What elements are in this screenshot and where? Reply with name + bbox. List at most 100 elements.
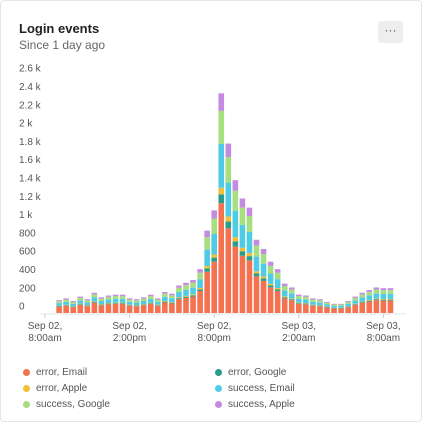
bar-segment	[162, 291, 168, 294]
bar-segment	[366, 295, 373, 300]
bar-segment	[225, 216, 232, 222]
bar-segment	[190, 296, 196, 313]
bar-segment	[260, 248, 267, 255]
legend-label: error, Email	[36, 367, 88, 378]
bar-segment	[296, 296, 302, 299]
bar-segment	[63, 298, 69, 300]
bar-segment	[133, 300, 140, 303]
bar-segment	[98, 304, 105, 306]
bar-segment	[133, 305, 140, 307]
bar-segment	[70, 303, 76, 307]
bar-segment	[338, 304, 344, 306]
bar-segment	[338, 308, 344, 313]
bar-segment	[303, 296, 309, 300]
bar-segment	[176, 297, 182, 299]
bar-segment	[310, 305, 316, 313]
bar-segment	[359, 302, 366, 303]
bar-segment	[303, 299, 309, 304]
bar-segment	[204, 271, 210, 313]
y-tick-label: 400	[19, 265, 36, 276]
bar-segment	[169, 293, 175, 296]
legend-swatch	[215, 401, 222, 408]
legend-item: success, Google	[23, 399, 110, 410]
bar-segment	[331, 308, 337, 313]
y-tick-label: 1.4 k	[19, 173, 42, 184]
bar-segment	[147, 294, 154, 297]
bar-segment	[373, 293, 380, 299]
bar-segment	[155, 299, 161, 302]
bar-segment	[211, 234, 217, 255]
bar-segment	[352, 304, 358, 305]
bar-segment	[281, 297, 288, 299]
legend-label: error, Google	[228, 367, 287, 378]
legend-swatch	[215, 385, 222, 392]
bar-segment	[155, 301, 161, 305]
x-tick-label: Sep 02, 2:00pm	[112, 321, 147, 344]
chart-subtitle: Since 1 day ago	[19, 38, 106, 52]
bar-segment	[288, 299, 295, 301]
bar-segment	[232, 241, 239, 247]
bar-segment	[253, 273, 260, 277]
bar-segment	[91, 302, 98, 313]
bar-segment	[197, 279, 203, 289]
bar-segment	[366, 299, 373, 301]
bar-segment	[119, 302, 126, 304]
bar-segment	[253, 271, 260, 274]
bar-segment	[380, 299, 387, 301]
bar-segment	[274, 279, 281, 289]
bar-segment	[225, 157, 232, 183]
bar-segment	[303, 303, 309, 305]
bar-segment	[176, 287, 182, 292]
legend-swatch	[23, 401, 30, 408]
menu-button[interactable]: ···	[378, 21, 403, 43]
bar-segment	[324, 302, 330, 305]
bar-segment	[260, 276, 267, 279]
bar-segment	[324, 307, 330, 313]
bar-segment	[147, 298, 154, 303]
bar-segment	[169, 302, 175, 304]
bar-segment	[246, 260, 253, 313]
bar-segment	[56, 301, 62, 304]
bar-segment	[70, 301, 76, 303]
bar-segment	[63, 299, 69, 302]
bar-segment	[246, 252, 253, 257]
bar-segment	[84, 305, 91, 307]
bar-segment	[288, 300, 295, 313]
bar-segment	[232, 210, 239, 238]
bar-segment	[204, 249, 210, 267]
bar-segment	[239, 207, 246, 225]
bar-segment	[91, 301, 98, 303]
bar-segment	[63, 305, 69, 306]
bar-segment	[126, 298, 133, 300]
bar-segment	[281, 285, 288, 291]
bar-segment	[338, 303, 344, 305]
bar-segment	[105, 295, 112, 297]
bar-segment	[84, 300, 91, 303]
bar-segment	[218, 93, 225, 111]
bar-segment	[162, 301, 168, 303]
bar-segment	[190, 294, 196, 296]
bar-segment	[84, 299, 91, 301]
bar-segment	[317, 299, 323, 301]
bar-segment	[387, 300, 394, 313]
bar-segment	[77, 297, 84, 301]
bar-segment	[380, 290, 387, 294]
bar-segment	[162, 301, 168, 302]
bar-segment	[105, 303, 112, 305]
bar-segment	[288, 287, 295, 290]
bar-segment	[373, 298, 380, 300]
bar-segment	[70, 307, 76, 313]
bar-segment	[190, 295, 196, 297]
bar-segment	[267, 285, 274, 288]
bar-segment	[204, 268, 210, 272]
bar-segment	[281, 283, 288, 286]
x-tick-label: Sep 03, 8:00am	[366, 321, 401, 344]
bar-segment	[119, 294, 126, 297]
bar-segment	[239, 251, 246, 256]
y-tick-label: 2.6 k	[19, 64, 42, 75]
bar-segment	[91, 302, 98, 303]
bar-segment	[147, 296, 154, 299]
bar-segment	[267, 287, 274, 313]
bar-segment	[253, 276, 260, 313]
legend-item: error, Apple	[23, 383, 87, 394]
